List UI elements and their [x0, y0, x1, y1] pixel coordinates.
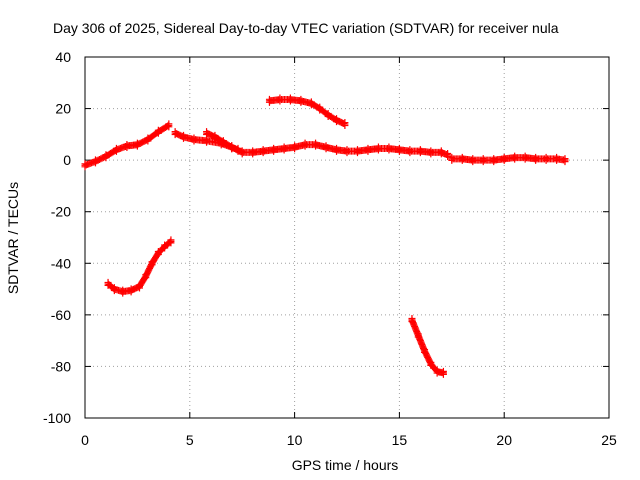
data-point-trail [309, 100, 323, 112]
data-point [439, 367, 447, 378]
data-point-trail [271, 145, 287, 154]
data-point-trail [298, 97, 314, 107]
y-tick-label: -20 [51, 204, 71, 220]
y-tick-label: -40 [51, 255, 71, 271]
x-axis-label: GPS time / hours [292, 457, 399, 473]
y-axis-label: SDTVAR / TECUs [5, 182, 21, 294]
data-point-trail [267, 96, 283, 105]
x-tick-label: 10 [287, 432, 303, 448]
data-point-trail [292, 141, 308, 151]
data-point [374, 143, 382, 154]
series-arc-main-late [448, 152, 569, 166]
data-point-trail [325, 112, 339, 123]
x-tick-label: 25 [601, 432, 617, 448]
y-tick-label: -80 [51, 358, 71, 374]
plot-frame [84, 56, 610, 419]
data-points [81, 94, 569, 378]
data-point-trail [145, 129, 161, 143]
series-arc-high [265, 94, 349, 130]
data-point-trail [191, 136, 209, 145]
series-arc-low-early [104, 236, 175, 297]
y-tick-label: 40 [55, 49, 71, 65]
data-point [301, 139, 309, 150]
y-tick-label: 0 [63, 152, 71, 168]
y-tick-label: 20 [55, 101, 71, 117]
data-point [165, 120, 173, 131]
data-point-trail [481, 156, 496, 164]
x-tick-label: 5 [186, 432, 194, 448]
chart-title: Day 306 of 2025, Sidereal Day-to-day VTE… [53, 20, 559, 36]
data-point-trail [418, 147, 434, 156]
x-tick-label: 20 [496, 432, 512, 448]
data-point [341, 119, 349, 130]
grid-lines [85, 57, 609, 418]
axis-ticks: 0 5 10 15 20 25 -100 -80 -60 -40 -20 0 20 40 [43, 49, 617, 448]
x-tick-label: 0 [81, 432, 89, 448]
y-tick-label: -100 [43, 410, 71, 426]
series-arc-main-early [81, 120, 173, 171]
data-point [561, 155, 569, 166]
data-point [444, 149, 452, 160]
data-point-trail [460, 155, 475, 164]
series-arc-short-6h [203, 128, 242, 155]
y-tick-label: -60 [51, 307, 71, 323]
x-tick-label: 15 [392, 432, 408, 448]
data-point-trail [344, 147, 360, 155]
series-arc-low-late [408, 315, 447, 378]
data-point-trail [355, 146, 371, 155]
series-arc-main-mid [171, 128, 452, 160]
data-point [167, 236, 175, 247]
data-point [234, 144, 242, 155]
